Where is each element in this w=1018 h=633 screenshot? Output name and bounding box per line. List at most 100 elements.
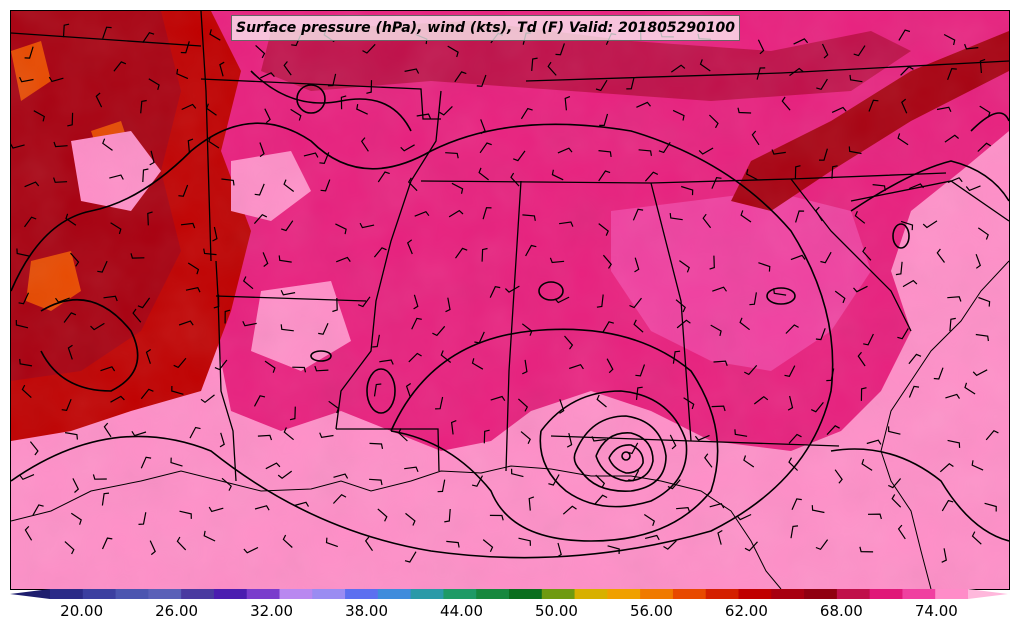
isobar-small-5 (310, 350, 332, 362)
wind-barb-icon (626, 442, 639, 455)
wind-barb-icon (29, 441, 39, 456)
wind-barb-icon (594, 494, 608, 505)
wind-barb-icon (888, 426, 901, 435)
wind-barb-icon (189, 426, 201, 439)
wind-barb-icon (414, 210, 430, 217)
wind-barb-icon (821, 43, 829, 59)
wind-barb-icon (360, 137, 369, 152)
wind-barb-icon (602, 254, 612, 269)
wind-barb-icon (173, 357, 187, 369)
wind-barb-icon (811, 505, 825, 514)
wind-barb-icon (888, 478, 902, 489)
isobar-small-4 (296, 84, 326, 114)
colorbar-segment (377, 589, 412, 599)
wind-barb-icon (179, 510, 192, 519)
wind-barb-icon (895, 261, 903, 276)
colorbar-segment (443, 589, 477, 599)
wind-barb-icon (264, 360, 276, 373)
wind-barb-icon (147, 211, 153, 226)
georgia-carolina-border (790, 178, 912, 332)
wind-barb-icon (531, 57, 538, 71)
wind-barb-icon (260, 72, 275, 79)
wind-barb-icon (185, 287, 201, 293)
wind-barb-icon (65, 213, 77, 226)
colorbar-segment (672, 589, 707, 599)
wind-barb-icon (63, 312, 77, 323)
wind-barb-icon (736, 513, 752, 521)
wind-barb-icon (254, 505, 270, 511)
wind-barb-icon (377, 508, 388, 522)
wind-barb-icon (848, 146, 862, 155)
wind-barb-icon (24, 525, 33, 541)
wind-barb-icon (303, 152, 319, 158)
kansas-oklahoma-border (11, 32, 202, 47)
map-title: Surface pressure (hPa), wind (kts), Td (… (231, 15, 741, 41)
wind-barb-icon (471, 475, 484, 487)
wind-barb-icon (743, 455, 755, 468)
wind-barb-icon (109, 174, 124, 180)
wind-barb-icon (280, 324, 294, 332)
wind-barb-icon (101, 492, 110, 506)
colorbar-extend-max (968, 589, 1008, 599)
colorbar-segment (541, 589, 576, 599)
wind-barb-icon (863, 333, 874, 346)
wind-barb-icon (171, 385, 184, 395)
wind-barb-icon (740, 210, 752, 223)
wind-barb-icon (891, 494, 902, 508)
isobar-996 (595, 432, 654, 482)
wind-barb-icon (359, 222, 375, 229)
colorbar-segment (836, 589, 871, 599)
wind-barb-icon (628, 469, 640, 482)
wind-barb-icon (972, 369, 988, 377)
wind-barb-icon (709, 255, 715, 270)
wind-barb-icon (815, 206, 823, 222)
wind-barb-icon (897, 328, 909, 340)
wind-barb-icon (638, 149, 652, 156)
wind-barb-icon (212, 226, 218, 242)
wind-barb-icon (566, 432, 573, 448)
wind-barb-icon (789, 67, 804, 77)
wind-barb-icon (900, 66, 914, 76)
wind-barb-icon (373, 247, 387, 258)
colorbar-segment (509, 589, 543, 599)
wind-barb-icon (520, 431, 531, 445)
wind-barb-icon (522, 214, 536, 221)
wind-barb-icon (521, 323, 533, 336)
isobar-1004 (539, 390, 688, 508)
wind-barb-icon (711, 405, 726, 412)
wind-barb-icon (64, 541, 75, 555)
wind-barb-icon (21, 384, 32, 399)
wind-barb-icon (859, 546, 874, 553)
wind-barb-icon (857, 351, 866, 367)
wind-barb-icon (676, 506, 691, 513)
wind-barb-icon (281, 220, 294, 232)
colorbar-segment (607, 589, 641, 599)
wind-barb-icon (53, 177, 68, 183)
wind-barb-icon (979, 105, 991, 118)
wind-barb-icon (511, 468, 524, 478)
wind-barb-icon (205, 103, 217, 116)
wind-barb-icon (635, 364, 646, 377)
wind-barb-icon (922, 220, 938, 229)
wind-barb-icon (132, 308, 142, 323)
wind-barb-icon (142, 168, 149, 183)
wind-barb-icon (596, 294, 604, 308)
wind-barb-icon (599, 113, 609, 126)
colorbar-segment (705, 589, 739, 599)
wind-barb-icon (187, 262, 200, 275)
wind-barb-icon (170, 457, 183, 467)
wind-barb-icon (181, 103, 197, 111)
wind-barb-icon (264, 108, 271, 124)
wind-barb-icon (327, 73, 337, 87)
wind-barb-icon (373, 383, 382, 397)
wind-barb-icon (364, 536, 373, 552)
wind-barb-icon (242, 320, 257, 327)
wind-barb-icon (872, 184, 886, 191)
wind-barb-icon (243, 546, 259, 554)
colorbar-extend-min (10, 589, 50, 599)
wind-barb-icon (55, 297, 70, 303)
wind-barb-icon (209, 29, 221, 41)
wind-barb-icon (669, 434, 677, 450)
wind-barb-icon (259, 142, 265, 158)
wind-barb-icon (142, 31, 155, 44)
